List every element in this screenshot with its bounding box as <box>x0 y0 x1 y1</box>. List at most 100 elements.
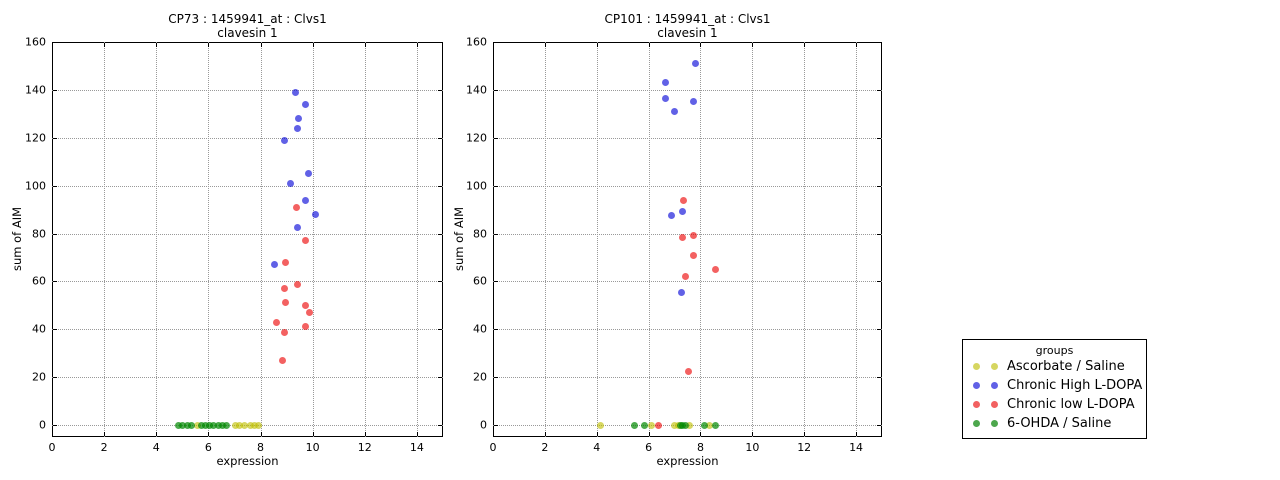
y-tick-mark <box>438 185 442 187</box>
scatter-point <box>701 421 709 429</box>
plot-title: CP101 : 1459941_at : Clvs1 clavesin 1 <box>493 12 882 40</box>
plot-title-line1: CP101 : 1459941_at : Clvs1 <box>604 12 771 26</box>
scatter-point <box>690 232 698 240</box>
x-tick-mark <box>493 43 494 47</box>
x-tick-mark <box>544 43 546 47</box>
y-tick-label: 100 <box>466 179 487 193</box>
gridline-horizontal <box>493 377 882 379</box>
y-tick-label: 80 <box>473 227 487 240</box>
y-tick-mark <box>438 233 442 235</box>
x-tick-label: 8 <box>257 441 265 454</box>
scatter-point <box>293 281 301 289</box>
scatter-point <box>662 94 670 102</box>
scatter-point <box>278 356 286 364</box>
y-tick-mark <box>494 137 498 139</box>
x-tick-label: 12 <box>357 441 372 454</box>
scatter-point <box>692 60 700 68</box>
gridline-vertical <box>260 42 262 437</box>
y-tick-mark <box>53 281 57 283</box>
y-tick-mark <box>438 329 442 331</box>
x-tick-label: 4 <box>593 441 601 454</box>
legend-rows: Ascorbate / Saline Chronic High L-DOPA Chr… <box>963 357 1146 433</box>
y-tick-mark <box>53 377 57 379</box>
scatter-point <box>214 421 222 429</box>
x-tick-label: 6 <box>204 441 212 454</box>
y-tick-mark <box>53 42 57 43</box>
legend-marker-icon <box>973 363 980 370</box>
x-tick-mark <box>104 43 106 47</box>
y-tick-mark <box>877 329 881 331</box>
scatter-point <box>240 421 248 429</box>
legend-marker-icon <box>991 420 998 427</box>
legend-marker-icon <box>991 401 998 408</box>
scatter-point <box>670 421 678 429</box>
x-tick-label: 0 <box>48 441 56 454</box>
y-tick-mark <box>53 233 57 235</box>
y-tick-mark <box>53 425 57 427</box>
legend-marker-icon <box>991 382 998 389</box>
gridline-vertical <box>416 42 418 437</box>
x-tick-mark <box>804 43 806 47</box>
y-tick-mark <box>877 281 881 283</box>
gridline-horizontal <box>493 233 882 235</box>
scatter-point <box>193 421 201 429</box>
x-tick-label: 0 <box>489 441 497 454</box>
scatter-point <box>210 421 218 429</box>
scatter-point <box>287 179 295 187</box>
x-axis-label: expression <box>216 454 279 468</box>
y-axis-label: sum of AIM <box>452 206 466 272</box>
x-tick-mark <box>493 432 494 436</box>
y-tick-mark <box>53 89 57 91</box>
y-tick-label: 20 <box>473 370 487 384</box>
scatter-point <box>175 421 183 429</box>
scatter-point <box>670 107 678 115</box>
x-tick-label: 14 <box>849 441 864 454</box>
legend-entry-label: Chronic low L-DOPA <box>1007 397 1135 412</box>
y-tick-mark <box>494 42 498 43</box>
scatter-point <box>301 323 309 331</box>
y-tick-label: 140 <box>466 83 487 97</box>
scatter-point <box>686 421 694 429</box>
y-tick-mark <box>877 233 881 235</box>
y-tick-label: 140 <box>25 83 46 97</box>
x-tick-mark <box>52 432 53 436</box>
scatter-point <box>662 79 670 87</box>
scatter-point <box>206 421 214 429</box>
x-tick-mark <box>856 43 858 47</box>
scatter-point <box>270 261 278 269</box>
scatter-point <box>678 208 686 216</box>
gridline-horizontal <box>52 185 443 187</box>
y-tick-mark <box>438 137 442 139</box>
x-tick-mark <box>596 432 598 436</box>
gridline-horizontal <box>52 281 443 283</box>
x-tick-label: 10 <box>305 441 320 454</box>
plot-title: CP73 : 1459941_at : Clvs1 clavesin 1 <box>52 12 443 40</box>
y-tick-label: 40 <box>32 322 46 336</box>
scatter-point <box>706 421 714 429</box>
scatter-point <box>311 210 319 218</box>
gridline-vertical <box>312 42 314 437</box>
x-tick-mark <box>260 43 262 47</box>
scatter-point <box>280 285 288 293</box>
x-tick-mark <box>312 43 314 47</box>
y-tick-label: 60 <box>473 274 487 288</box>
y-tick-mark <box>494 185 498 187</box>
x-tick-label: 8 <box>696 441 704 454</box>
y-tick-mark <box>438 425 442 427</box>
scatter-point <box>641 421 649 429</box>
scatter-point <box>301 196 309 204</box>
gridline-vertical <box>700 42 702 437</box>
y-tick-mark <box>438 89 442 91</box>
scatter-point <box>282 258 290 266</box>
legend-entry: Ascorbate / Saline <box>963 357 1146 376</box>
y-tick-mark <box>877 137 881 139</box>
x-tick-mark <box>700 43 702 47</box>
plot-title-line2: clavesin 1 <box>657 25 718 40</box>
scatter-point <box>678 233 686 241</box>
legend-entry: Chronic High L-DOPA <box>963 376 1146 395</box>
gridline-vertical <box>364 42 366 437</box>
x-tick-label: 14 <box>409 441 424 454</box>
y-tick-mark <box>438 281 442 283</box>
scatter-point <box>223 421 231 429</box>
y-tick-label: 100 <box>25 179 46 193</box>
